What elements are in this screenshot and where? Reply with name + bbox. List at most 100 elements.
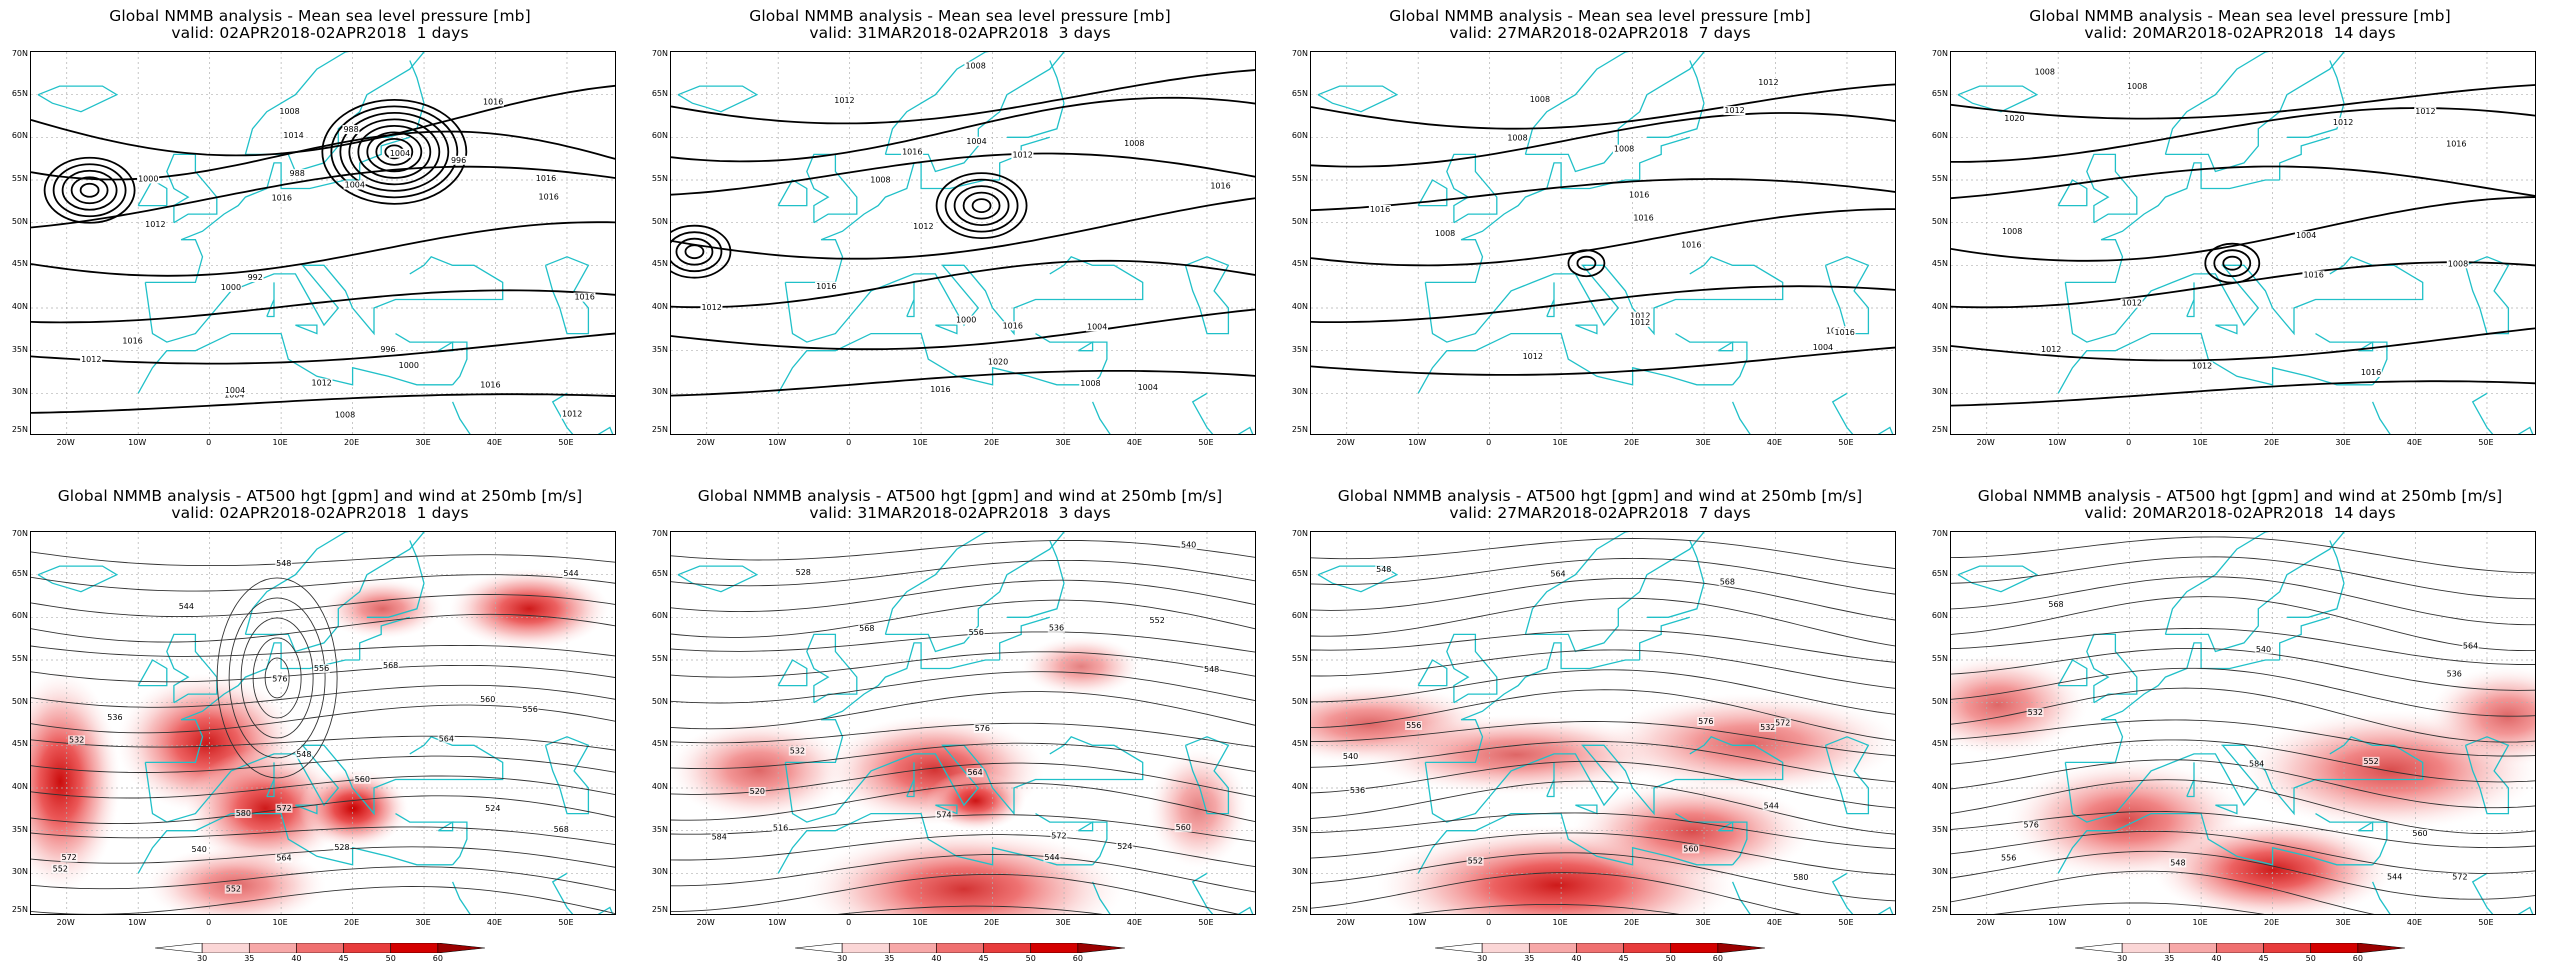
height-contour <box>1951 759 2535 809</box>
height-contour <box>671 814 1255 842</box>
svg-text:532: 532 <box>69 735 84 744</box>
contour-label: 552 <box>1148 616 1166 626</box>
longitude-label: 20W <box>1976 918 1995 927</box>
coastline <box>2086 633 2138 704</box>
contour-label: 1012 <box>1521 352 1544 362</box>
svg-text:576: 576 <box>1698 717 1713 726</box>
longitude-label: 20W <box>1336 918 1355 927</box>
svg-text:1016: 1016 <box>902 148 922 157</box>
contour-label: 1004 <box>388 148 411 158</box>
colorbar-swatch <box>296 943 344 953</box>
isobar <box>70 176 109 205</box>
longitude-label: 30E <box>1695 918 1711 927</box>
latitude-label: 25N <box>11 905 28 914</box>
coastline <box>2357 820 2374 832</box>
svg-text:1012: 1012 <box>2041 345 2061 354</box>
coastline <box>551 872 614 914</box>
latitude-label: 25N <box>1291 905 1308 914</box>
coastline <box>1732 881 1751 914</box>
coastline <box>144 256 504 343</box>
coastline <box>2215 324 2238 335</box>
svg-text:540: 540 <box>192 845 207 854</box>
contour-label: 552 <box>224 884 242 894</box>
coastline <box>1546 282 1555 318</box>
coastline <box>452 881 471 914</box>
contour-label: 1016 <box>481 97 504 107</box>
longitude-label: 0 <box>206 918 212 927</box>
svg-text:544: 544 <box>1764 802 1779 811</box>
colorbar-label: 35 <box>2164 954 2175 963</box>
coastline <box>1006 60 1065 138</box>
contour-label: 996 <box>449 155 467 165</box>
latitude-label: 60N <box>11 131 28 141</box>
panel-valid-line: valid: 02APR2018-02APR2018 1 days <box>171 504 469 522</box>
height-contour <box>837 905 1103 914</box>
colorbar-label: 30 <box>2117 954 2128 963</box>
longitude-label: 40E <box>1766 438 1783 447</box>
svg-text:556: 556 <box>2001 853 2016 862</box>
height-contour <box>1951 810 2535 849</box>
latitude-label: 60N <box>1291 611 1308 621</box>
contour-label: 1016 <box>537 192 560 202</box>
coastline <box>1575 324 1598 335</box>
map-panel-p7: Global NMMB analysis - AT500 hgt [gpm] a… <box>1280 480 1920 963</box>
panel-title-line1: Global NMMB analysis - AT500 hgt [gpm] a… <box>57 487 583 505</box>
contour-label: 536 <box>2445 669 2463 679</box>
svg-text:1016: 1016 <box>483 97 503 106</box>
svg-text:560: 560 <box>480 695 495 704</box>
panel-valid-line: valid: 02APR2018-02APR2018 1 days <box>171 24 469 42</box>
coastline <box>2164 52 2345 173</box>
isobar <box>1311 346 1895 376</box>
map-panel-p4: Global NMMB analysis - Mean sea level pr… <box>1920 0 2560 480</box>
svg-text:988: 988 <box>290 169 305 178</box>
svg-text:1016: 1016 <box>539 193 559 202</box>
longitude-label: 10W <box>1408 438 1427 447</box>
longitude-label: 20E <box>983 438 1000 447</box>
svg-text:1020: 1020 <box>2004 114 2024 123</box>
isobar <box>1951 196 2535 262</box>
latitude-label: 70N <box>651 49 668 58</box>
height-contour <box>216 577 338 779</box>
height-contour <box>671 671 1255 704</box>
isobar <box>1951 261 2535 309</box>
coastline <box>1824 256 1870 335</box>
svg-text:1008: 1008 <box>2002 227 2022 236</box>
isobar <box>671 152 1255 196</box>
latitude-label: 40N <box>651 302 668 311</box>
longitude-label: 20W <box>696 438 715 447</box>
contour-label: 548 <box>2169 858 2187 868</box>
svg-text:1016: 1016 <box>1633 213 1653 222</box>
colorbar-label: 60 <box>432 954 443 963</box>
svg-text:560: 560 <box>1683 844 1698 853</box>
svg-text:1012: 1012 <box>312 379 332 388</box>
height-contour <box>31 574 615 592</box>
svg-text:1016: 1016 <box>1370 205 1390 214</box>
colorbar-swatch <box>2263 943 2312 953</box>
svg-text:536: 536 <box>1350 786 1365 795</box>
longitude-label: 10E <box>2192 438 2208 447</box>
contour-label: 1004 <box>223 386 246 396</box>
coastline <box>999 616 1050 660</box>
coastline <box>784 736 1144 823</box>
height-contour <box>228 597 326 759</box>
svg-text:1012: 1012 <box>2415 107 2435 116</box>
longitude-label: 50E <box>558 918 574 927</box>
wind-shading <box>322 578 443 639</box>
z500-map: 532 536 540 544 548 552 556 560 564 568 572 576 584 <box>1951 532 2535 914</box>
isobar <box>348 118 441 186</box>
isobar <box>684 244 705 260</box>
svg-text:548: 548 <box>296 750 311 759</box>
map-panel-p8: Global NMMB analysis - AT500 hgt [gpm] a… <box>1920 480 2560 963</box>
contour-label: 1016 <box>121 336 144 346</box>
map-panel-p5: Global NMMB analysis - AT500 hgt [gpm] a… <box>0 480 640 963</box>
svg-text:1016: 1016 <box>122 336 142 345</box>
isobar <box>1951 165 2535 200</box>
contour-label: 564 <box>275 853 293 863</box>
svg-text:528: 528 <box>334 843 349 852</box>
contour-label: 556 <box>521 704 539 714</box>
svg-text:552: 552 <box>1468 857 1483 866</box>
contour-label: 1016 <box>1833 327 1856 337</box>
svg-text:572: 572 <box>1775 718 1790 727</box>
coastline <box>2464 256 2510 335</box>
latitude-label: 45N <box>1291 739 1308 749</box>
